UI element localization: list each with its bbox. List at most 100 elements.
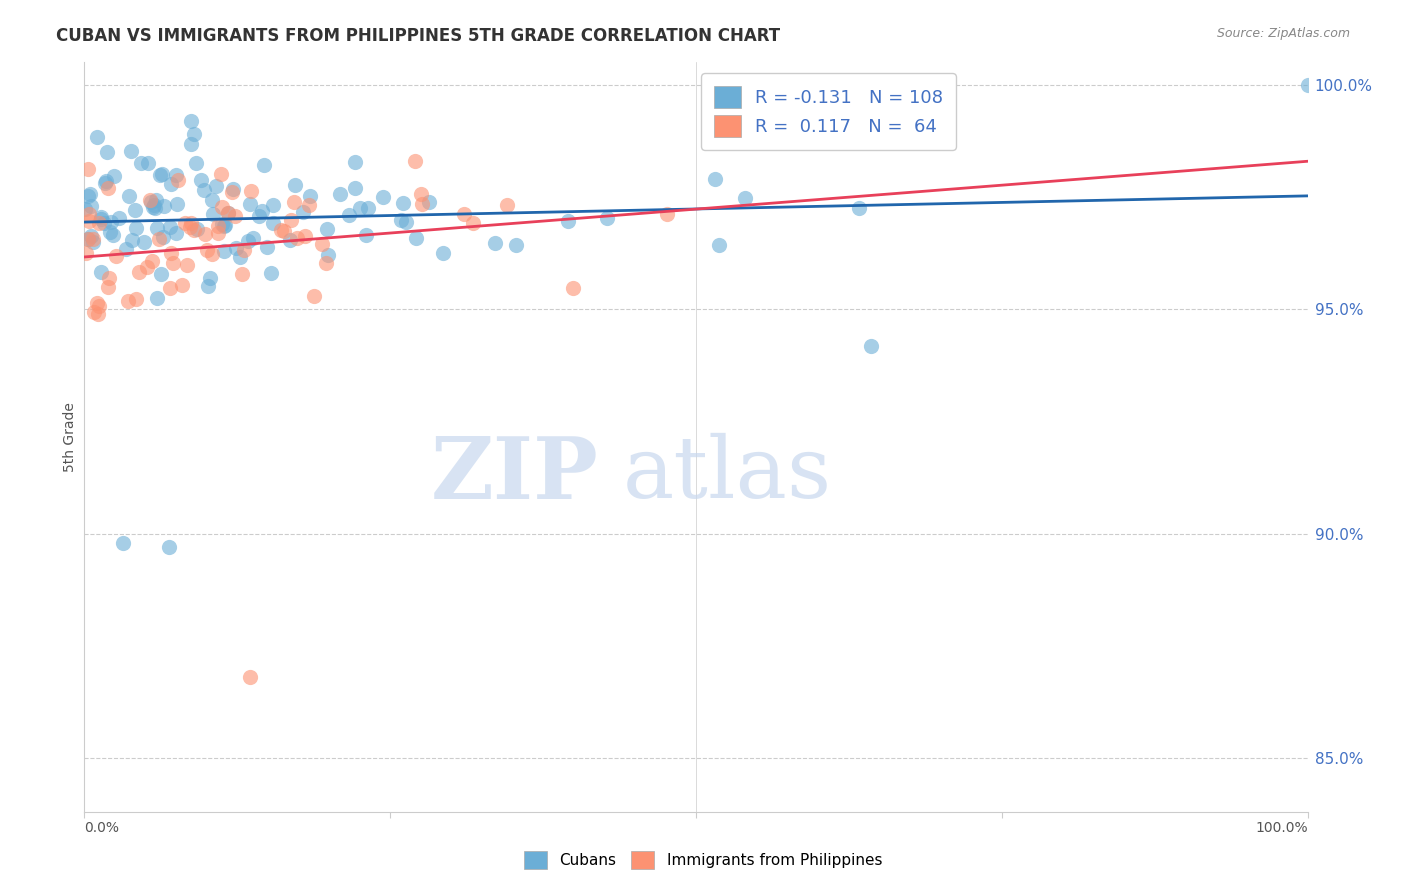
- Point: [860, 339, 883, 353]
- Point: [291, 204, 314, 219]
- Point: [224, 209, 246, 223]
- Point: [354, 227, 377, 242]
- Text: 100.0%: 100.0%: [1256, 821, 1308, 835]
- Point: [236, 234, 259, 248]
- Point: [848, 201, 870, 215]
- Point: [284, 178, 307, 192]
- Point: [212, 219, 235, 234]
- Point: [197, 278, 219, 293]
- Point: [82, 235, 104, 249]
- Point: [97, 270, 120, 285]
- Point: [262, 198, 284, 212]
- Point: [162, 256, 184, 270]
- Point: [252, 204, 274, 219]
- Point: [562, 281, 585, 295]
- Point: [141, 194, 163, 209]
- Point: [655, 207, 678, 221]
- Point: [97, 181, 120, 195]
- Point: [77, 189, 100, 203]
- Text: 0.0%: 0.0%: [84, 821, 120, 835]
- Point: [211, 201, 233, 215]
- Point: [484, 236, 506, 251]
- Point: [124, 203, 146, 218]
- Point: [167, 173, 190, 187]
- Point: [201, 193, 224, 207]
- Point: [596, 211, 619, 225]
- Point: [214, 244, 236, 258]
- Text: atlas: atlas: [623, 433, 832, 516]
- Point: [278, 233, 301, 247]
- Point: [703, 171, 725, 186]
- Point: [233, 243, 256, 257]
- Point: [77, 214, 100, 228]
- Point: [103, 169, 125, 184]
- Point: [453, 207, 475, 221]
- Point: [239, 196, 262, 211]
- Point: [135, 260, 157, 275]
- Point: [150, 267, 173, 281]
- Point: [149, 169, 172, 183]
- Point: [83, 305, 105, 319]
- Point: [316, 248, 339, 262]
- Point: [114, 243, 136, 257]
- Point: [280, 212, 302, 227]
- Point: [373, 189, 395, 203]
- Point: [349, 201, 371, 215]
- Point: [150, 167, 173, 181]
- Point: [159, 540, 181, 554]
- Point: [79, 229, 101, 244]
- Point: [117, 294, 139, 309]
- Point: [229, 250, 252, 264]
- Point: [180, 114, 202, 128]
- Point: [75, 246, 97, 260]
- Point: [239, 184, 262, 198]
- Point: [170, 277, 193, 292]
- Point: [159, 281, 181, 295]
- Point: [207, 226, 229, 240]
- Point: [94, 174, 117, 188]
- Point: [87, 307, 110, 321]
- Point: [80, 199, 103, 213]
- Point: [146, 220, 169, 235]
- Point: [152, 230, 174, 244]
- Point: [160, 245, 183, 260]
- Point: [128, 265, 150, 279]
- Text: CUBAN VS IMMIGRANTS FROM PHILIPPINES 5TH GRADE CORRELATION CHART: CUBAN VS IMMIGRANTS FROM PHILIPPINES 5TH…: [56, 27, 780, 45]
- Point: [231, 267, 253, 281]
- Point: [142, 197, 165, 211]
- Point: [221, 185, 243, 199]
- Point: [179, 219, 201, 234]
- Point: [404, 154, 426, 169]
- Point: [125, 293, 148, 307]
- Point: [222, 181, 245, 195]
- Point: [734, 191, 756, 205]
- Point: [87, 216, 110, 230]
- Point: [129, 156, 152, 170]
- Point: [294, 229, 316, 244]
- Point: [302, 289, 325, 303]
- Point: [190, 173, 212, 187]
- Point: [247, 209, 270, 223]
- Point: [105, 249, 128, 263]
- Point: [138, 156, 160, 170]
- Point: [193, 227, 215, 241]
- Point: [176, 258, 198, 272]
- Point: [217, 206, 239, 220]
- Point: [138, 193, 160, 207]
- Point: [337, 209, 360, 223]
- Point: [283, 194, 305, 209]
- Point: [356, 201, 378, 215]
- Text: ZIP: ZIP: [430, 433, 598, 516]
- Point: [77, 232, 100, 246]
- Point: [202, 207, 225, 221]
- Point: [77, 232, 100, 246]
- Point: [557, 214, 579, 228]
- Point: [107, 211, 129, 225]
- Point: [90, 265, 112, 279]
- Point: [100, 215, 122, 229]
- Point: [153, 199, 176, 213]
- Point: [405, 231, 427, 245]
- Point: [193, 183, 215, 197]
- Point: [77, 207, 100, 221]
- Point: [101, 228, 124, 243]
